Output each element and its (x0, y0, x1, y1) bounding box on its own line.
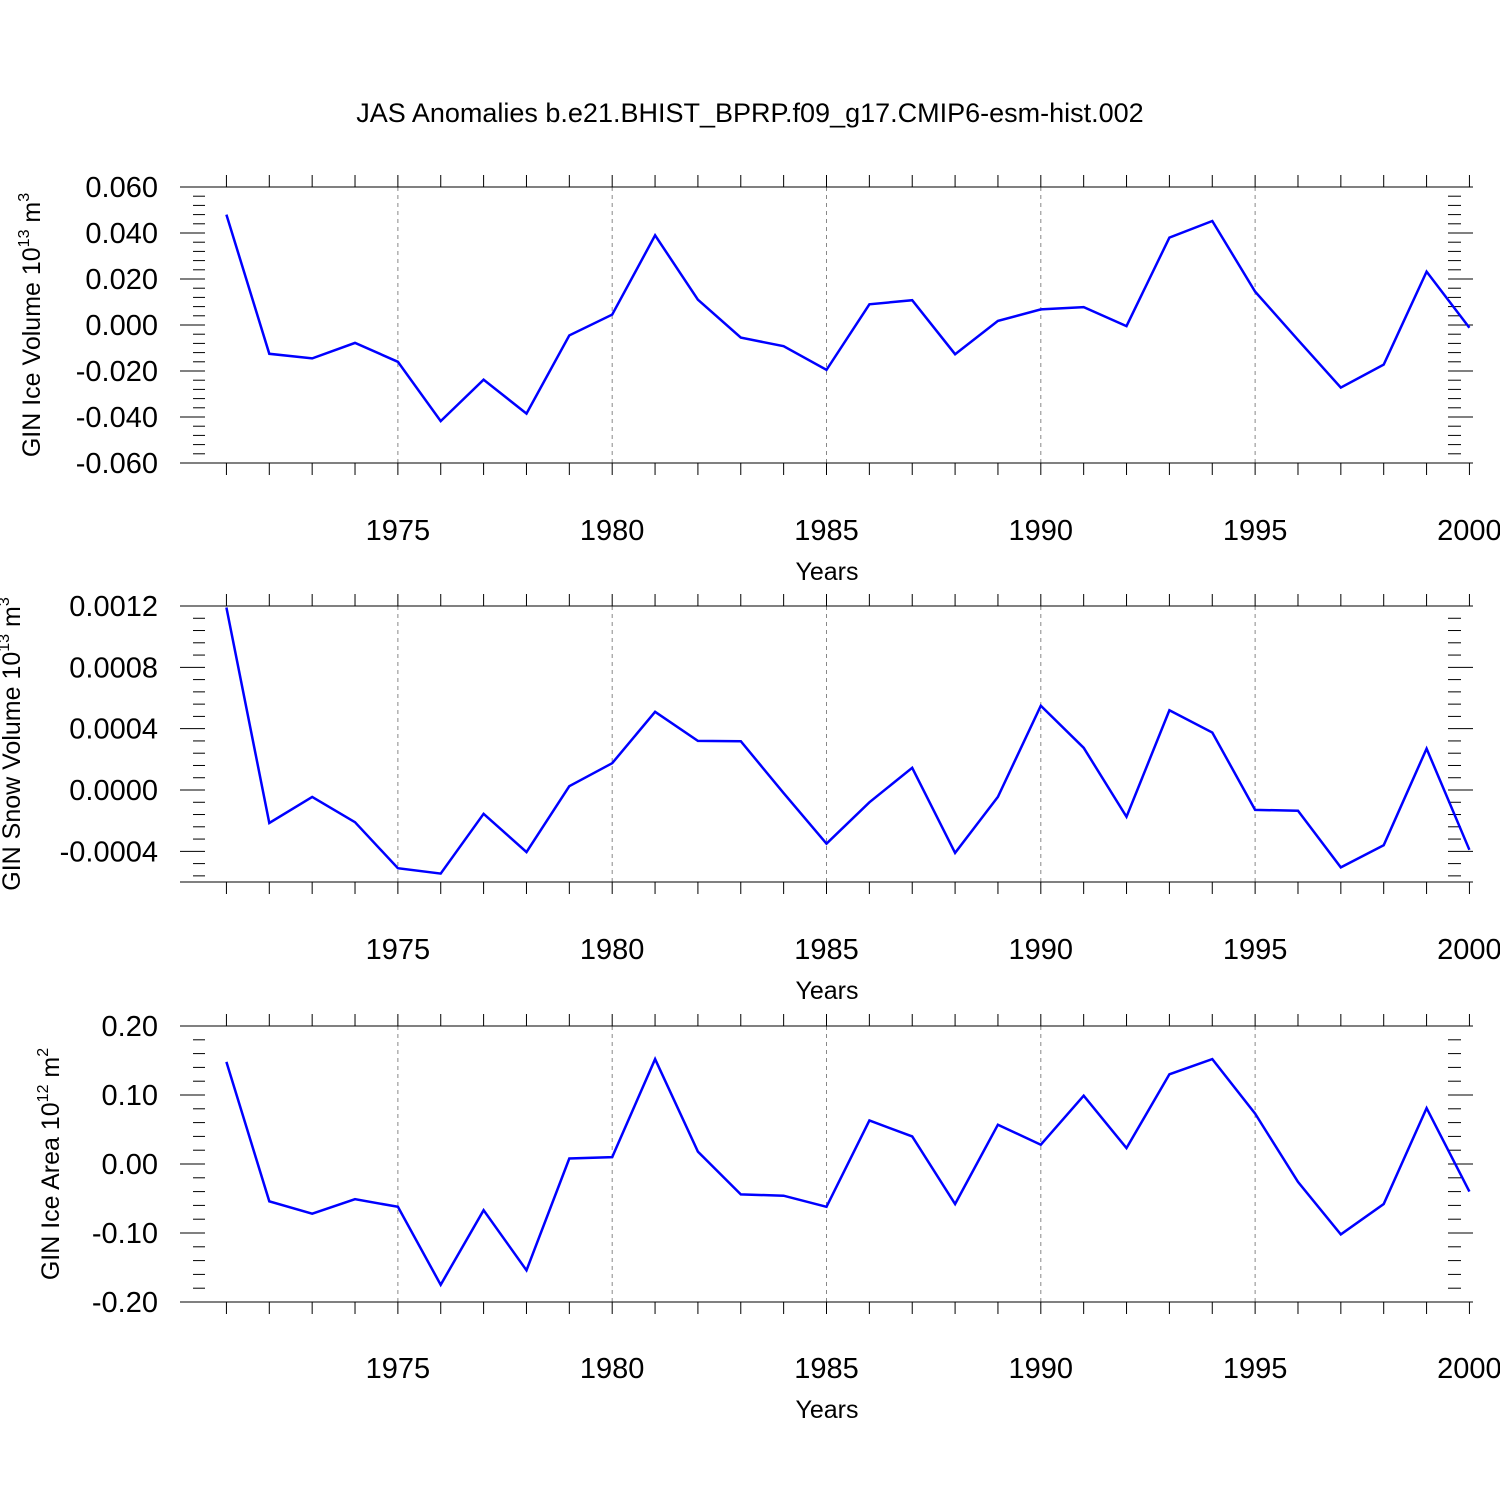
y-tick-label: 0.10 (102, 1080, 158, 1112)
y-tick-label: -0.020 (76, 356, 158, 388)
x-tick-label: 1975 (366, 515, 431, 547)
y-tick-label: -0.20 (92, 1287, 158, 1319)
y-axis-label-unit: m (0, 606, 26, 634)
x-axis-label: Years (795, 558, 858, 586)
y-tick-label: 0.060 (85, 172, 158, 204)
x-tick-label: 1975 (366, 934, 431, 966)
x-tick-label: 1995 (1223, 515, 1288, 547)
x-tick-label: 1985 (794, 934, 859, 966)
x-tick-label: 1995 (1223, 934, 1288, 966)
y-axis-label: GIN Ice Area 1012 m2 (35, 1048, 65, 1280)
y-tick-label: -0.040 (76, 402, 158, 434)
y-axis-label: GIN Ice Volume 1013 m3 (16, 193, 46, 457)
x-tick-label: 1985 (794, 515, 859, 547)
y-tick-label: 0.020 (85, 264, 158, 296)
y-axis-label-text: GIN Snow Volume 10 (0, 652, 26, 891)
x-tick-label: 1990 (1009, 934, 1074, 966)
y-tick-label: -0.060 (76, 448, 158, 480)
chart-panel-3: -0.20 -0.10 0.00 0.10 0.20 1975 1980 1985 1990 19… (35, 1011, 1500, 1424)
y-tick-label: 0.040 (85, 218, 158, 250)
x-tick-label: 1975 (366, 1353, 431, 1385)
x-tick-label: 1980 (580, 515, 645, 547)
x-tick-label: 1980 (580, 1353, 645, 1385)
y-axis-label-unit-exponent: 3 (16, 193, 33, 202)
series-line (225, 1056, 1471, 1288)
y-axis-label-unit-exponent: 2 (35, 1048, 52, 1057)
y-tick-label: -0.0004 (60, 836, 158, 868)
y-tick-label: -0.10 (92, 1218, 158, 1250)
x-tick-label: 1990 (1009, 515, 1074, 547)
y-tick-label: 0.20 (102, 1011, 158, 1043)
chart-panel-2: -0.0004 0.0000 0.0004 0.0008 0.0012 1975 1980 1… (0, 591, 1500, 1005)
series-line (225, 214, 1471, 424)
y-tick-label: 0.0008 (69, 652, 158, 684)
series-line (225, 607, 1471, 875)
chart-panel-1: -0.060 -0.040 -0.020 0.000 0.020 0.040 0.060 19… (16, 172, 1500, 586)
x-tick-label: 1980 (580, 934, 645, 966)
x-axis-label: Years (795, 1396, 858, 1424)
figure-title: JAS Anomalies b.e21.BHIST_BPRP.f09_g17.C… (356, 98, 1144, 128)
y-axis-label-text: GIN Ice Volume 10 (18, 247, 46, 457)
y-axis-label-exponent: 12 (35, 1084, 52, 1102)
y-axis-label-unit-exponent: 3 (0, 597, 13, 606)
y-tick-label: 0.0012 (69, 591, 158, 623)
y-axis-label: GIN Snow Volume 1013 m3 (0, 597, 26, 891)
y-axis-label-exponent: 13 (0, 634, 13, 652)
y-axis-label-unit: m (37, 1057, 65, 1085)
x-tick-label: 1995 (1223, 1353, 1288, 1385)
y-axis-label-unit: m (18, 202, 46, 230)
x-tick-label: 2000 (1437, 515, 1500, 547)
y-tick-label: 0.0004 (69, 714, 158, 746)
y-axis-label-text: GIN Ice Area 10 (37, 1102, 65, 1280)
x-tick-label: 2000 (1437, 1353, 1500, 1385)
x-axis-label: Years (795, 977, 858, 1005)
y-tick-label: 0.00 (102, 1149, 158, 1181)
y-tick-label: 0.0000 (69, 775, 158, 807)
y-tick-label: 0.000 (85, 310, 158, 342)
y-axis-label-exponent: 13 (16, 229, 33, 247)
x-tick-label: 2000 (1437, 934, 1500, 966)
x-tick-label: 1985 (794, 1353, 859, 1385)
x-tick-label: 1990 (1009, 1353, 1074, 1385)
